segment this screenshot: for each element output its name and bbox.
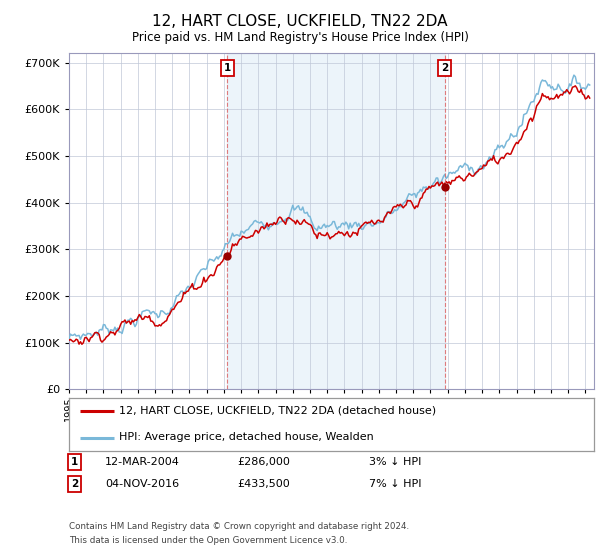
Text: £433,500: £433,500 [237,479,290,489]
Text: HPI: Average price, detached house, Wealden: HPI: Average price, detached house, Weal… [119,432,374,442]
Text: 3% ↓ HPI: 3% ↓ HPI [369,457,421,467]
Text: This data is licensed under the Open Government Licence v3.0.: This data is licensed under the Open Gov… [69,536,347,545]
Text: 12, HART CLOSE, UCKFIELD, TN22 2DA: 12, HART CLOSE, UCKFIELD, TN22 2DA [152,14,448,29]
Text: Contains HM Land Registry data © Crown copyright and database right 2024.: Contains HM Land Registry data © Crown c… [69,522,409,531]
Text: 04-NOV-2016: 04-NOV-2016 [105,479,179,489]
Text: 12, HART CLOSE, UCKFIELD, TN22 2DA (detached house): 12, HART CLOSE, UCKFIELD, TN22 2DA (deta… [119,406,436,416]
Text: 12-MAR-2004: 12-MAR-2004 [105,457,180,467]
Text: 1: 1 [224,63,231,73]
Text: 2: 2 [442,63,449,73]
Text: 7% ↓ HPI: 7% ↓ HPI [369,479,421,489]
Text: £286,000: £286,000 [237,457,290,467]
Text: 2: 2 [71,479,78,489]
Bar [227,53,445,389]
Text: 1: 1 [71,457,78,467]
Text: Price paid vs. HM Land Registry's House Price Index (HPI): Price paid vs. HM Land Registry's House … [131,31,469,44]
